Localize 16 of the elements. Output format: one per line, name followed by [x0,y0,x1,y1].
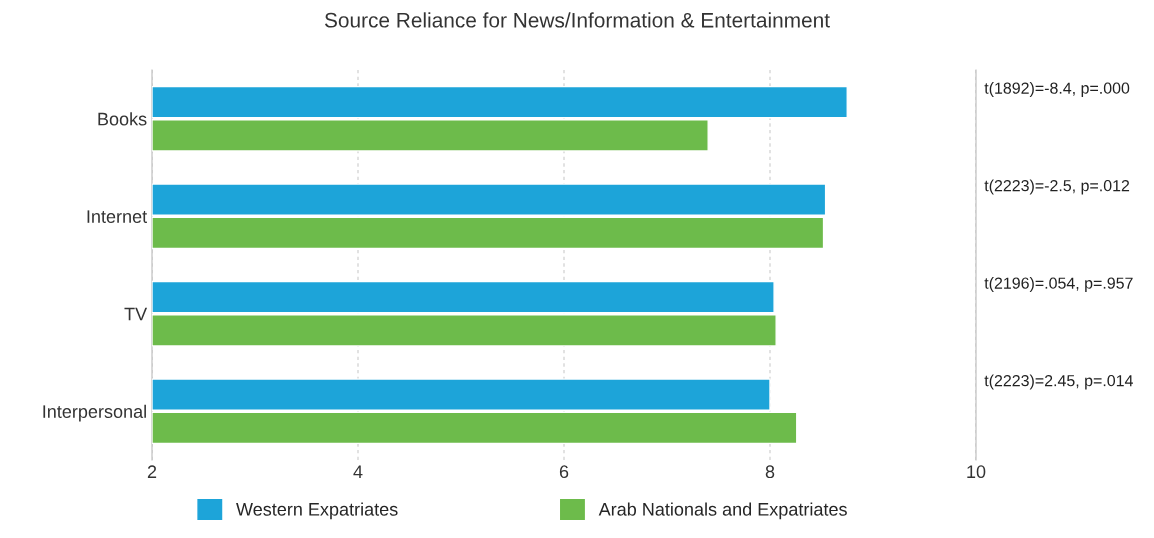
legend-label: Arab Nationals and Expatriates [598,502,847,520]
text: t(1892)=-8.4, p=.000 [984,82,1130,97]
text: t(2196)=.054, p=.957 [984,277,1133,292]
text: t(2223)=2.45, p=.014 [984,374,1133,390]
y-tick-label: Books [98,112,147,126]
x-tick-label: 8 [765,465,775,479]
text: t(2223)=-2.5, p=.012 [984,179,1130,195]
y-tick-label: TV [124,307,148,321]
chart-title: Source Reliance for News/Information & Entertainment [324,12,830,28]
x-tick-label: 6 [559,465,569,479]
y-tick-label: Internet [87,210,148,223]
legend-label: Western Expatriates [236,502,398,520]
y-tick-label: Interpersonal [43,404,146,422]
x-tick-label: 4 [353,465,363,478]
x-tick-label: 2 [147,465,157,478]
x-tick-label: 10 [967,465,986,479]
